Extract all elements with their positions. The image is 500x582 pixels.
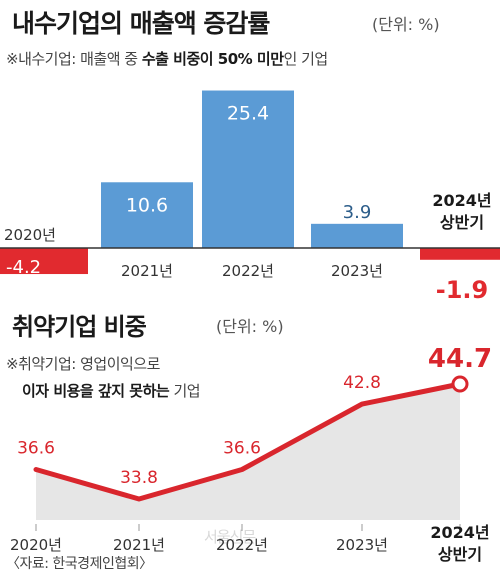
- line-chart-note-line2: 이자 비용을 갚지 못하는 기업: [22, 380, 201, 401]
- bar-category-label-1: 2020년: [4, 226, 56, 244]
- bar-value-label-4: 3.9: [343, 202, 372, 223]
- bar-5: [420, 248, 500, 260]
- line-value-label-3: 36.6: [223, 438, 261, 458]
- line-chart-note-line1: ※취약기업: 영업이익으로: [6, 355, 160, 373]
- bar-chart-unit: (단위: %): [372, 15, 440, 34]
- line-category-label-5: 2024년 상반기: [430, 523, 489, 564]
- bar-value-label-2: 10.6: [126, 194, 168, 216]
- bar-category-label-5: 2024년 상반기: [432, 191, 491, 232]
- bar-value-label-5: -1.9: [436, 276, 488, 304]
- bar-value-label-1: -4.2: [6, 257, 41, 278]
- line-category-label-2: 2021년: [113, 536, 165, 554]
- line-category-label-4: 2023년: [336, 536, 388, 554]
- line-value-label-1: 36.6: [17, 438, 55, 458]
- line-value-label-2: 33.8: [120, 468, 158, 488]
- bar-value-label-3: 25.4: [227, 103, 269, 125]
- note1-suffix: 인 기업: [283, 50, 329, 68]
- line-series: [33, 381, 463, 502]
- note1-prefix: ※내수기업: 매출액 중: [6, 50, 142, 68]
- bar-category-label-4: 2023년: [331, 262, 383, 280]
- bar-category-label-2: 2021년: [121, 262, 173, 280]
- bar-1: [0, 248, 88, 275]
- note1-bold: 수출 비중이 50% 미만: [141, 50, 284, 68]
- note2-suffix: 기업: [169, 382, 201, 400]
- note2-bold: 이자 비용을 갚지 못하는: [22, 382, 170, 400]
- area-fill: [36, 384, 460, 520]
- bar-chart-title: 내수기업의 매출액 증감률: [12, 9, 270, 38]
- line-point-highlight: [451, 375, 469, 393]
- source-text: 〈자료: 한국경제인협회〉: [6, 556, 153, 572]
- line-chart-unit: (단위: %): [216, 317, 284, 336]
- bar-2: [101, 182, 193, 248]
- line-value-label-4: 42.8: [343, 373, 381, 393]
- bar-category-label-3: 2022년: [222, 262, 274, 280]
- line-category-label-1: 2020년: [10, 536, 62, 554]
- line-category-label-3: 2022년: [216, 536, 268, 554]
- line-value-label-5: 44.7: [428, 344, 492, 374]
- line-chart-title: 취약기업 비중: [12, 313, 147, 341]
- watermark-logo: 서울신문: [204, 528, 256, 546]
- bar-4: [311, 223, 403, 248]
- bar-3: [202, 90, 294, 249]
- bar-chart-note: ※내수기업: 매출액 중 수출 비중이 50% 미만인 기업: [6, 48, 328, 69]
